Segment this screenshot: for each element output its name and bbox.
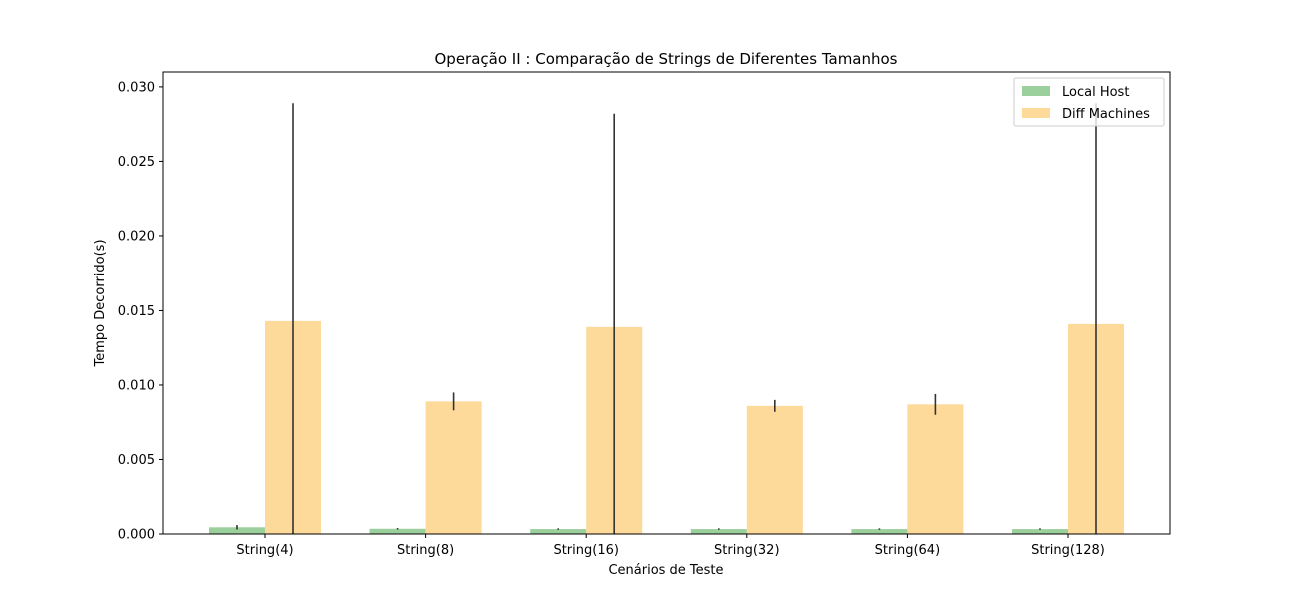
x-axis: String(4) String(8) String(16) String(32) St… <box>236 534 1105 558</box>
bar-local-host-0 <box>209 527 265 534</box>
legend-label-diff-machines: Diff Machines <box>1062 107 1150 122</box>
x-tick-label-0: String(4) <box>236 543 293 558</box>
y-tick-label-0: 0.000 <box>118 528 155 543</box>
x-axis-label: Cenários de Teste <box>608 563 723 578</box>
y-tick-label-5: 0.025 <box>118 155 155 170</box>
bar-diff-machines-4 <box>907 404 964 534</box>
y-tick-label-3: 0.015 <box>118 304 155 319</box>
legend-swatch-diff-machines <box>1022 108 1050 118</box>
bar-diff-machines-3 <box>746 405 803 534</box>
bar-local-host-2 <box>530 529 587 534</box>
legend-label-local-host: Local Host <box>1062 85 1129 100</box>
legend-box <box>1013 77 1165 127</box>
y-axis-label: Tempo Decorrido(s) <box>93 239 108 367</box>
error-bars-group <box>236 103 1097 534</box>
bar-local-host-1 <box>369 528 426 534</box>
legend: Local Host Diff Machines <box>1013 77 1165 127</box>
x-tick-label-4: String(64) <box>875 543 940 558</box>
x-tick-label-1: String(8) <box>397 543 454 558</box>
y-tick-label-4: 0.020 <box>118 229 155 244</box>
bars-group <box>209 320 1124 534</box>
bar-local-host-3 <box>690 529 747 534</box>
x-tick-label-5: String(128) <box>1031 543 1105 558</box>
bar-diff-machines-1 <box>425 401 482 534</box>
x-tick-label-3: String(32) <box>714 543 779 558</box>
chart-title: Operação II : Comparação de Strings de D… <box>434 50 897 68</box>
plot-frame <box>162 71 1171 535</box>
legend-swatch-local-host <box>1022 86 1050 96</box>
bar-local-host-4 <box>851 529 908 534</box>
y-tick-label-1: 0.005 <box>118 453 155 468</box>
y-tick-label-2: 0.010 <box>118 378 155 393</box>
x-tick-label-2: String(16) <box>553 543 618 558</box>
y-axis: 0.000 0.005 0.010 0.015 0.020 0.025 0.030 <box>118 80 163 543</box>
y-tick-label-6: 0.030 <box>118 80 155 95</box>
bar-local-host-5 <box>1012 529 1068 534</box>
